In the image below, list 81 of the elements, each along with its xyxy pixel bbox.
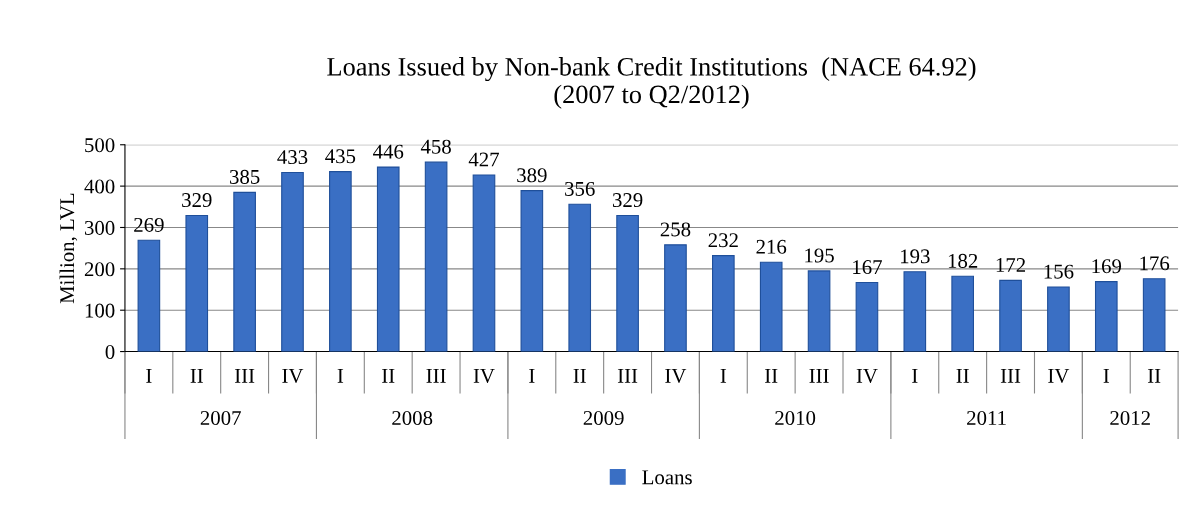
x-tick-label: III [617, 369, 638, 383]
y-tick-label: 500 [85, 138, 115, 153]
x-tick-label: IV [1048, 369, 1070, 383]
x-tick-label: I [720, 369, 727, 383]
x-tick-label: I [146, 369, 152, 383]
x-tick-label: IV [282, 369, 304, 383]
data-label: 156 [1044, 264, 1074, 279]
data-label: 435 [325, 149, 356, 164]
bar [664, 244, 687, 352]
x-tick-label: II [190, 369, 203, 383]
data-label: 182 [948, 253, 978, 268]
data-label: 169 [1092, 259, 1122, 274]
data-label: 172 [996, 258, 1026, 272]
x-tick-label: III [234, 369, 255, 383]
data-label: 193 [901, 249, 930, 264]
x-tick-label: III [426, 369, 446, 383]
bar [759, 261, 783, 352]
text: 2009 [583, 410, 624, 426]
bar [185, 214, 209, 352]
x-tick-label: I [1103, 369, 1110, 383]
bar [233, 191, 256, 352]
x-tick-label: I [529, 369, 535, 383]
text: 2012 [1110, 410, 1150, 426]
legend-label: Loans [642, 470, 692, 485]
bar [903, 271, 927, 352]
x-tick-label: I [337, 369, 344, 383]
bar [1094, 281, 1118, 352]
x-tick-label: IV [665, 369, 687, 383]
data-label: 216 [756, 239, 787, 254]
bar [855, 281, 879, 352]
y-tick-label: 200 [84, 262, 115, 277]
bar [329, 171, 352, 352]
x-tick-label: II [573, 369, 586, 383]
x-tick-label: II [765, 369, 778, 383]
data-label: 389 [517, 168, 547, 183]
text: 2007 [200, 410, 241, 426]
data-label: 458 [420, 139, 451, 154]
data-label: 385 [230, 169, 260, 184]
x-tick-label: IV [856, 369, 878, 383]
data-label: 232 [708, 233, 738, 248]
data-label: 427 [468, 152, 499, 167]
bar [281, 171, 304, 352]
data-label: 329 [182, 193, 212, 208]
text: 2010 [775, 410, 816, 426]
bar [1142, 278, 1166, 352]
y-tick-label: 300 [84, 220, 115, 235]
data-label: 356 [565, 181, 595, 196]
bar [951, 275, 975, 352]
bar [1047, 286, 1070, 352]
bar [568, 203, 592, 352]
text: 2008 [392, 410, 433, 426]
y-tick-label: 100 [85, 303, 115, 318]
bar [424, 161, 448, 352]
x-tick-label: III [809, 369, 829, 383]
bar [712, 255, 735, 352]
bar [616, 214, 639, 352]
bar [472, 174, 496, 352]
data-label: 446 [373, 144, 404, 159]
y-tick-label: 0 [105, 344, 115, 359]
bar [520, 190, 544, 352]
x-tick-label: III [1000, 369, 1021, 383]
x-tick-label: IV [473, 369, 495, 383]
bar [376, 166, 400, 352]
x-tick-label: II [956, 369, 969, 383]
bar [999, 279, 1022, 352]
x-tick-label: II [382, 369, 395, 383]
data-label: 258 [660, 222, 691, 237]
data-label: 176 [1140, 256, 1170, 271]
data-label: 269 [134, 217, 164, 232]
y-axis-title: Million, LVL [59, 193, 78, 304]
data-label: 167 [853, 260, 882, 275]
text: 2011 [967, 410, 1006, 426]
y-tick-label: 400 [84, 179, 115, 194]
bar [807, 270, 831, 352]
x-tick-label: II [1147, 369, 1161, 383]
x-tick-label: I [912, 369, 918, 383]
bar [137, 239, 161, 352]
data-label: 433 [277, 150, 308, 165]
data-label: 329 [612, 193, 643, 208]
chart-title: Loans Issued by Non-bank Credit Institutions (NACE 64.92) (2007 to Q2/2012) [327, 57, 976, 109]
data-label: 195 [805, 248, 834, 263]
